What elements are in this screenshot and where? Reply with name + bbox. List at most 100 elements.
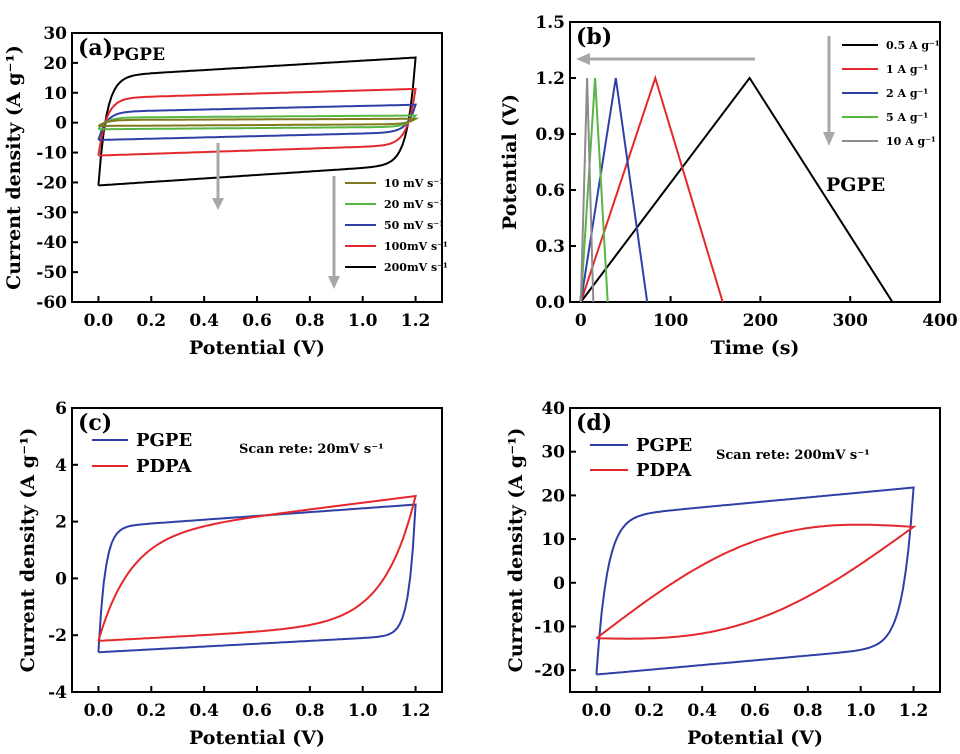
x-tick-label: 1.2 <box>899 701 929 721</box>
series-line-0 <box>97 503 417 654</box>
y-tick-label: 0.3 <box>535 237 565 257</box>
x-tick-label: 0.6 <box>242 311 272 331</box>
y-tick-label: 0.6 <box>535 181 565 201</box>
y-axis-label: Current density (A g⁻¹) <box>505 428 527 673</box>
series-line-2 <box>579 77 649 303</box>
series-line-1 <box>595 523 917 640</box>
y-tick-label: 20 <box>541 486 565 506</box>
legend-label: PDPA <box>636 460 692 481</box>
legend-label: 2 A g⁻¹ <box>886 87 928 100</box>
legend-label: 0.5 A g⁻¹ <box>886 39 940 52</box>
panel-tag: (a) <box>78 35 113 61</box>
x-tick-label: 1.0 <box>348 701 378 721</box>
x-tick-label: 0.8 <box>793 701 823 721</box>
x-tick-label: 0.4 <box>687 701 717 721</box>
inset-label: PGPE <box>826 174 885 196</box>
y-tick-label: 0.0 <box>535 293 565 313</box>
legend-label: 10 A g⁻¹ <box>886 135 936 148</box>
y-tick-label: 10 <box>43 84 67 104</box>
y-tick-label: 4 <box>55 456 67 476</box>
legend-label: 200mV s⁻¹ <box>384 261 448 274</box>
x-tick-label: 0.4 <box>189 311 219 331</box>
y-tick-label: 30 <box>541 443 565 463</box>
panel-1: 0 100 200 300 400 0.0 0.3 0.6 0.9 1.2 1.5 Time (s) P… <box>499 13 958 359</box>
arrow-head-icon <box>328 276 340 289</box>
y-tick-label: -20 <box>36 173 67 193</box>
legend-label: 5 A g⁻¹ <box>886 111 928 124</box>
y-tick-label: -30 <box>36 203 67 223</box>
legend-label: 1 A g⁻¹ <box>886 63 928 76</box>
x-tick-label: 0.0 <box>84 701 114 721</box>
arrow-head-icon <box>212 198 224 210</box>
x-tick-label: 100 <box>653 311 689 331</box>
x-tick-label: 400 <box>922 311 958 331</box>
x-tick-label: 0.0 <box>84 311 114 331</box>
x-tick-label: 1.0 <box>846 701 876 721</box>
x-tick-label: 0.0 <box>582 701 612 721</box>
x-tick-label: 0.2 <box>634 701 664 721</box>
x-tick-label: 200 <box>743 311 779 331</box>
x-tick-label: 1.2 <box>401 311 431 331</box>
y-tick-label: 20 <box>43 54 67 74</box>
panel-tag: (c) <box>78 410 112 436</box>
series-line-1 <box>579 74 724 303</box>
series-line-1 <box>97 494 417 642</box>
y-tick-label: 0 <box>55 114 67 134</box>
panel-tag: (b) <box>576 24 612 50</box>
inset-label: PGPE <box>112 45 165 65</box>
y-tick-label: -60 <box>36 293 67 313</box>
legend-label: 100mV s⁻¹ <box>384 240 448 253</box>
legend-label: 20 mV s⁻¹ <box>384 198 444 211</box>
series-line-3 <box>579 77 609 303</box>
y-tick-label: -10 <box>36 144 67 164</box>
y-tick-label: -20 <box>534 661 565 681</box>
series-line-4 <box>579 77 595 303</box>
x-tick-label: 0.8 <box>295 311 325 331</box>
y-tick-label: -40 <box>36 233 67 253</box>
arrow-head-icon <box>576 53 590 65</box>
y-tick-label: -10 <box>534 617 565 637</box>
y-tick-label: -2 <box>48 626 67 646</box>
x-tick-label: 1.2 <box>401 701 431 721</box>
x-axis-label: Potential (V) <box>189 337 325 359</box>
y-axis-label: Current density (A g⁻¹) <box>17 428 39 673</box>
series-line-0 <box>595 486 915 676</box>
y-tick-label: 6 <box>55 399 67 419</box>
legend-label: 50 mV s⁻¹ <box>384 219 444 232</box>
x-tick-label: 0.6 <box>740 701 770 721</box>
y-tick-label: 30 <box>43 24 67 44</box>
scan-rate-annotation: Scan rete: 20mV s⁻¹ <box>239 442 384 457</box>
x-axis-label: Potential (V) <box>687 727 823 749</box>
y-tick-label: 40 <box>541 399 565 419</box>
panel-tag: (d) <box>576 410 612 436</box>
x-tick-label: 0.2 <box>136 701 166 721</box>
x-axis-label: Potential (V) <box>189 727 325 749</box>
series-line-2 <box>97 103 418 141</box>
y-tick-label: 2 <box>55 513 67 533</box>
x-axis-label: Time (s) <box>711 337 800 359</box>
x-tick-label: 0 <box>575 311 587 331</box>
y-axis-label: Current density (A g⁻¹) <box>3 45 25 290</box>
y-tick-label: 0 <box>55 569 67 589</box>
panel-3: 0.0 0.2 0.4 0.6 0.8 1.0 1.2 -20 -10 0 10 20 30 40 Pote… <box>505 399 941 749</box>
x-tick-label: 0.4 <box>189 701 219 721</box>
x-tick-label: 0.2 <box>136 311 166 331</box>
series-line-3 <box>97 87 417 157</box>
x-tick-label: 0.8 <box>295 701 325 721</box>
legend-label: PGPE <box>136 430 192 451</box>
legend-label: 10 mV s⁻¹ <box>384 177 444 190</box>
plot-frame <box>569 21 941 303</box>
y-tick-label: 10 <box>541 530 565 550</box>
y-tick-label: 0 <box>553 574 565 594</box>
legend-label: PGPE <box>636 435 692 456</box>
series-line-1 <box>97 114 418 131</box>
y-tick-label: 0.9 <box>535 125 565 145</box>
x-tick-label: 1.0 <box>348 311 378 331</box>
y-tick-label: -50 <box>36 263 67 283</box>
panel-0: 0.0 0.2 0.4 0.6 0.8 1.0 1.2 -60 -50 -40 -30 -20 -10 0… <box>3 24 448 359</box>
scan-rate-annotation: Scan rete: 200mV s⁻¹ <box>716 448 870 463</box>
series-line-4 <box>97 56 417 187</box>
y-tick-label: 1.5 <box>535 13 565 33</box>
legend-label: PDPA <box>136 456 192 477</box>
